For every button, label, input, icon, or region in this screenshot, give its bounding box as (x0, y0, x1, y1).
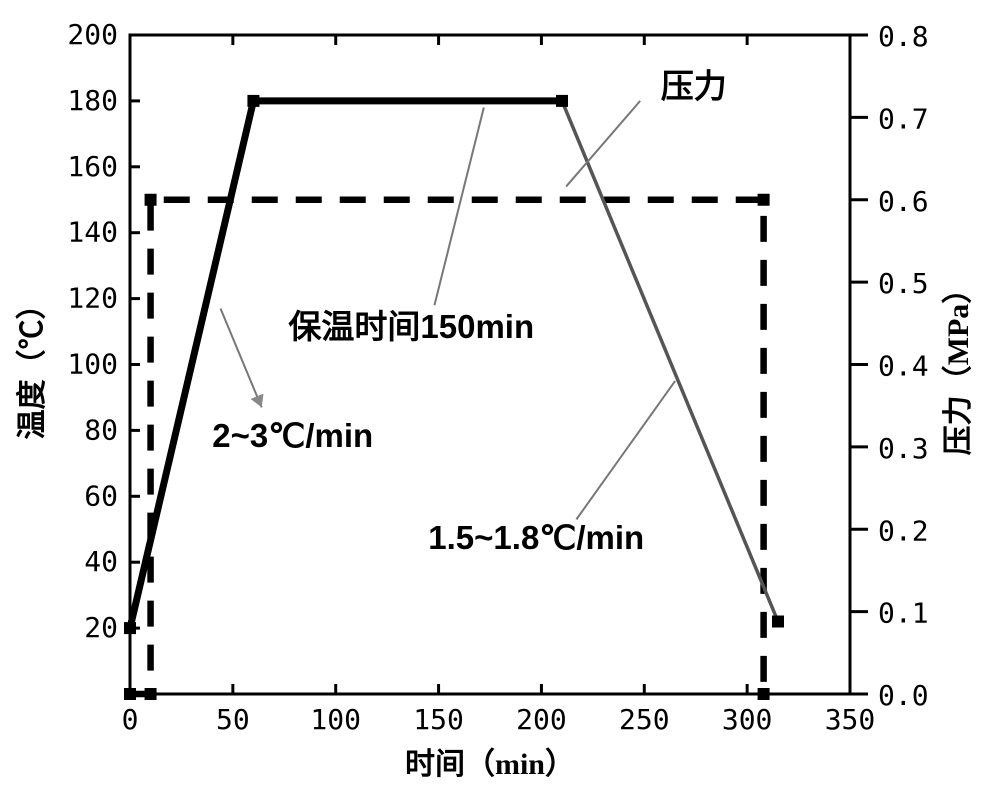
temperature-marker (772, 616, 784, 628)
y-left-tick-label: 60 (84, 479, 118, 512)
annotation-leader-pressure_label (566, 101, 640, 187)
pressure-marker (145, 688, 157, 700)
y-right-tick-label: 0.5 (878, 267, 929, 300)
annotation-text-heat_rate: 2~3℃/min (212, 417, 373, 454)
annotation-text-pressure_label: 压力 (661, 68, 727, 105)
y-right-tick-label: 0.4 (878, 350, 929, 383)
temperature-marker (124, 622, 136, 634)
y-right-tick-label: 0.1 (878, 597, 929, 630)
pressure-marker (145, 194, 157, 206)
x-axis-title: 时间（min） (405, 747, 575, 781)
y-right-tick-label: 0.0 (878, 679, 929, 712)
x-tick-label: 200 (516, 703, 567, 736)
pressure-marker (758, 688, 770, 700)
x-tick-label: 0 (122, 703, 139, 736)
temperature-marker (556, 95, 568, 107)
annotation-leader-heat_rate (221, 308, 262, 407)
y-right-axis-title: 压力（MPa） (941, 274, 975, 456)
pressure-marker (124, 688, 136, 700)
y-left-tick-label: 100 (67, 348, 118, 381)
temperature-marker (247, 95, 259, 107)
y-right-tick-label: 0.3 (878, 432, 929, 465)
plot-frame (130, 35, 850, 694)
y-right-tick-label: 0.7 (878, 102, 929, 135)
y-left-tick-label: 20 (84, 611, 118, 644)
y-left-tick-label: 80 (84, 413, 118, 446)
annotation-text-hold_time: 保温时间150min (288, 308, 534, 345)
y-left-tick-label: 140 (67, 216, 118, 249)
x-tick-label: 150 (413, 703, 464, 736)
y-left-tick-label: 180 (67, 84, 118, 117)
y-left-tick-label: 200 (67, 18, 118, 51)
x-tick-label: 250 (619, 703, 670, 736)
y-left-tick-label: 160 (67, 150, 118, 183)
x-tick-label: 100 (310, 703, 361, 736)
y-right-tick-label: 0.6 (878, 185, 929, 218)
annotation-text-cool_rate: 1.5~1.8℃/min (428, 519, 644, 556)
x-tick-label: 300 (722, 703, 773, 736)
x-tick-label: 350 (825, 703, 876, 736)
y-left-tick-label: 120 (67, 282, 118, 315)
y-right-tick-label: 0.2 (878, 514, 929, 547)
y-right-tick-label: 0.8 (878, 20, 929, 53)
annotation-leader-cool_rate (576, 381, 675, 519)
x-tick-label: 50 (216, 703, 250, 736)
annotation-leader-hold_time (434, 107, 483, 305)
dual-axis-chart: 0 50 100 150 200 250 300 350 时间（min） 20 40 60 80 100 1… (0, 0, 1000, 804)
pressure-marker (758, 194, 770, 206)
y-left-axis-title: 温度（℃） (15, 290, 49, 440)
y-left-tick-label: 40 (84, 545, 118, 578)
